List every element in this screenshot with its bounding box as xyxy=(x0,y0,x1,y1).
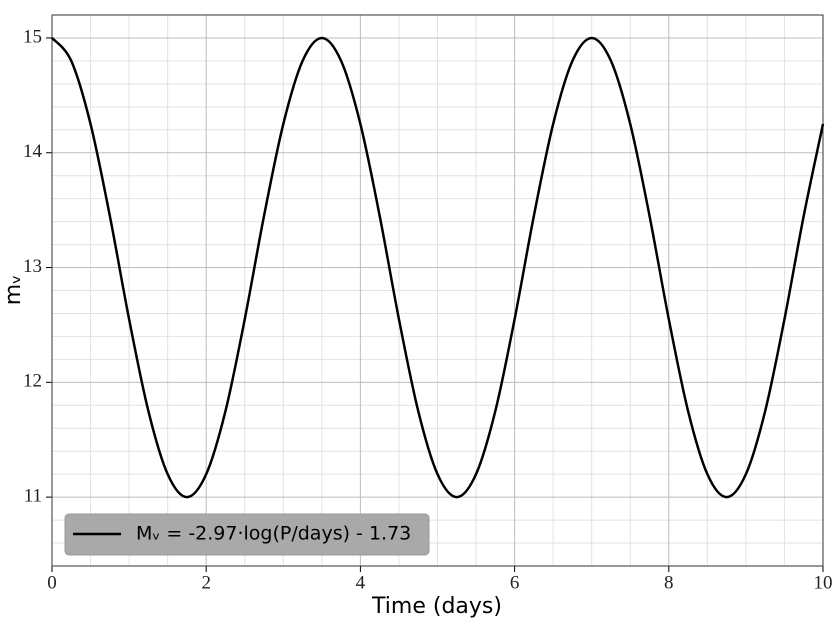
x-tick-label: 4 xyxy=(356,572,366,593)
x-axis-label: Time (days) xyxy=(371,594,502,619)
y-tick-label: 11 xyxy=(24,485,42,506)
x-tick-label: 8 xyxy=(664,572,674,593)
x-tick-label: 2 xyxy=(201,572,211,593)
legend-box xyxy=(64,513,430,556)
x-tick-label: 0 xyxy=(47,572,57,593)
y-tick-label: 14 xyxy=(23,141,43,162)
y-axis-label: mᵥ xyxy=(1,275,26,306)
y-tick-label: 13 xyxy=(23,256,42,277)
data-line xyxy=(51,36,825,499)
legend: Mᵥ = -2.97·log(P/days) - 1.73 xyxy=(64,513,430,556)
y-tick-label: 15 xyxy=(23,26,42,47)
y-tick-label: 12 xyxy=(23,371,42,392)
x-tick-label: 10 xyxy=(814,572,833,593)
legend-label: Mᵥ = -2.97·log(P/days) - 1.73 xyxy=(136,523,411,545)
x-tick-label: 6 xyxy=(510,572,520,593)
plot-frame xyxy=(51,14,824,567)
